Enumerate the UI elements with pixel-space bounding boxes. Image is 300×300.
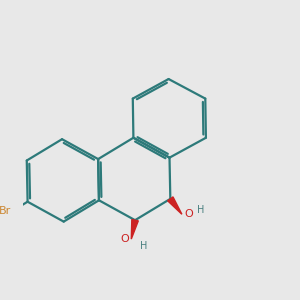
Text: O: O (120, 234, 129, 244)
Text: H: H (140, 241, 147, 251)
Text: Br: Br (0, 206, 11, 216)
Text: H: H (197, 205, 204, 215)
Polygon shape (131, 220, 138, 239)
Text: O: O (184, 209, 193, 219)
Polygon shape (168, 197, 182, 214)
